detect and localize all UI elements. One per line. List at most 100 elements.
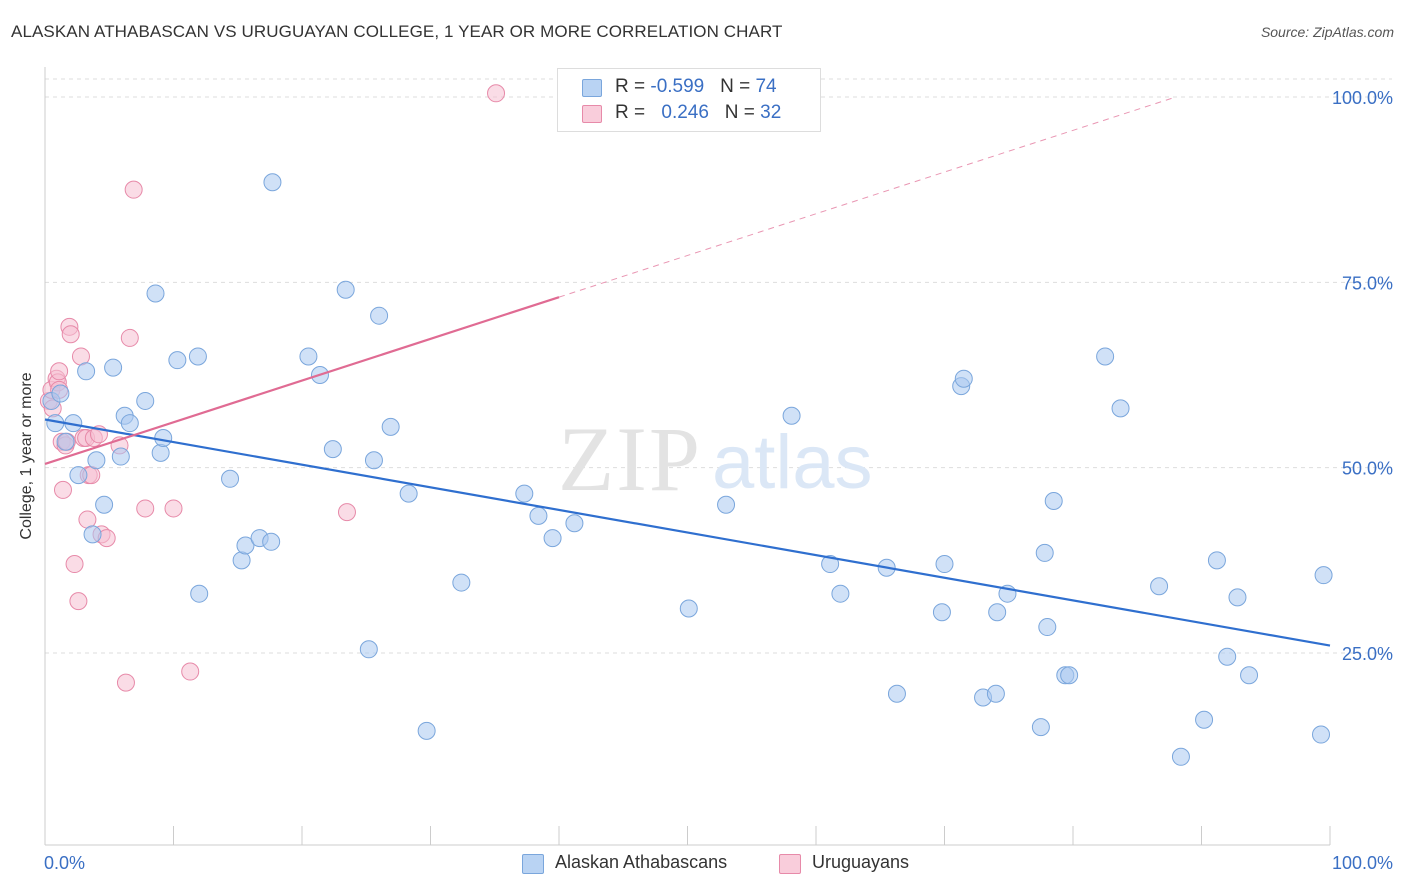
pink-swatch	[779, 854, 801, 874]
uruguayan-point	[124, 180, 143, 199]
uruguayan-point	[120, 328, 139, 347]
alaskan-athabascan-point	[1207, 551, 1226, 570]
alaskan-athabascan-point	[954, 369, 973, 388]
alaskan-athabascan-point	[364, 451, 383, 470]
alaskan-athabascan-point	[168, 351, 187, 370]
alaskan-athabascan-point	[821, 555, 840, 574]
alaskan-athabascan-point	[77, 362, 96, 381]
alaskan-athabascan-point	[151, 443, 170, 462]
alaskan-athabascan-point	[1314, 566, 1333, 585]
legend-n-label: N =	[720, 76, 756, 97]
uruguayan-point	[50, 362, 69, 381]
alaskan-athabascan-point	[1218, 647, 1237, 666]
alaskan-athabascan-point	[988, 603, 1007, 622]
uruguayan-point	[61, 325, 80, 344]
alaskan-athabascan-point	[236, 536, 255, 555]
alaskan-athabascans-points	[42, 173, 1333, 766]
alaskan-athabascan-point	[262, 532, 281, 551]
uruguayan-point	[65, 555, 84, 574]
uruguayan-point	[116, 673, 135, 692]
alaskan-athabascan-point	[452, 573, 471, 592]
uruguayan-point	[53, 480, 72, 499]
alaskan-athabascan-point	[323, 440, 342, 459]
alaskan-athabascan-point	[1060, 666, 1079, 685]
alaskan-athabascan-point	[565, 514, 584, 533]
alaskan-athabascan-point	[399, 484, 418, 503]
x-tick-label: 0.0%	[44, 853, 85, 873]
alaskan-athabascan-point	[515, 484, 534, 503]
uruguayan-point	[487, 84, 506, 103]
alaskan-athabascan-point	[104, 358, 123, 377]
alaskan-athabascan-point	[1096, 347, 1115, 366]
alaskan-athabascan-point	[190, 584, 209, 603]
axes	[44, 67, 1331, 846]
alaskan-athabascan-point	[232, 551, 251, 570]
alaskan-athabascan-point	[299, 347, 318, 366]
legend-r-label: R =	[615, 102, 651, 123]
chart-title: ALASKAN ATHABASCAN VS URUGUAYAN COLLEGE,…	[11, 22, 783, 41]
alaskan-athabascan-point	[1038, 618, 1057, 637]
alaskan-athabascan-point	[679, 599, 698, 618]
alaskan-athabascan-point	[188, 347, 207, 366]
legend-n-label: N =	[724, 102, 761, 123]
alaskan-athabascan-point	[120, 414, 139, 433]
watermark-atlas: atlas	[712, 420, 873, 505]
alaskan-athabascan-point	[87, 451, 106, 470]
alaskan-athabascan-point	[417, 721, 436, 740]
alaskan-athabascan-point	[1035, 543, 1054, 562]
alaskan-athabascan-point	[1240, 666, 1259, 685]
tick-labels: 25.0% 50.0% 75.0% 100.0% 0.0% 100.0%	[44, 88, 1393, 873]
uruguayan-point	[181, 662, 200, 681]
legend-r-label: R =	[615, 76, 651, 97]
trend-lines	[44, 96, 1331, 647]
source-credit: Source: ZipAtlas.com	[1260, 24, 1394, 40]
alaskan-athabascan-point	[51, 384, 70, 403]
legend-label: Alaskan Athabascans	[555, 852, 728, 872]
alaskan-athabascan-point	[1150, 577, 1169, 596]
alaskan-athabascan-point	[154, 429, 173, 448]
y-tick-label: 25.0%	[1342, 644, 1393, 664]
alaskan-athabascan-point	[83, 525, 102, 544]
uruguayan-point	[136, 499, 155, 518]
alaskan-athabascan-point	[935, 555, 954, 574]
alaskan-athabascan-point	[56, 432, 75, 451]
alaskan-athabascan-point	[111, 447, 130, 466]
legend-r-value: -0.599	[650, 76, 705, 97]
alaskan-athabascan-point	[1312, 725, 1331, 744]
y-tick-label: 100.0%	[1332, 88, 1393, 108]
y-axis-label: College, 1 year or more	[18, 372, 35, 540]
y-tick-label: 75.0%	[1342, 273, 1393, 293]
alaskan-athabascan-point	[69, 466, 88, 485]
alaskan-athabascan-point	[1111, 399, 1130, 418]
blue-swatch	[582, 79, 602, 97]
alaskan-athabascan-point	[1031, 718, 1050, 737]
alaskan-athabascan-point	[1171, 747, 1190, 766]
legend-r-value: 0.246	[661, 102, 709, 123]
alaskan-athabascan-point	[831, 584, 850, 603]
alaskan-athabascan-point	[529, 506, 548, 525]
x-tick-label: 100.0%	[1332, 853, 1393, 873]
alaskan-athabascan-point	[263, 173, 282, 192]
watermark-zip: ZIP	[558, 408, 702, 510]
alaskan-athabascan-point	[359, 640, 378, 659]
uruguayan-point	[164, 499, 183, 518]
alaskan-athabascan-point	[95, 495, 114, 514]
alaskan-athabascan-point	[543, 529, 562, 548]
blue-swatch	[522, 854, 544, 874]
uruguayan-point	[337, 503, 356, 522]
alaskan-athabascan-point	[1044, 492, 1063, 511]
watermark: ZIP atlas	[558, 408, 873, 510]
alaskan-athabascan-point	[221, 469, 240, 488]
alaskan-athabascan-point	[381, 417, 400, 436]
alaskan-athabascan-point	[986, 684, 1005, 703]
alaskan-athabascan-point	[782, 406, 801, 425]
correlation-legend: R = -0.599 N = 74 R = 0.246 N = 32	[557, 68, 821, 132]
alaskan-trend-line	[44, 418, 1331, 647]
uruguayan-point	[69, 592, 88, 611]
alaskan-athabascan-point	[370, 306, 389, 325]
alaskan-athabascan-point	[1195, 710, 1214, 729]
uruguayan-trend-extension	[558, 96, 1176, 298]
alaskan-athabascan-point	[1228, 588, 1247, 607]
legend-n-value: 74	[755, 76, 777, 97]
